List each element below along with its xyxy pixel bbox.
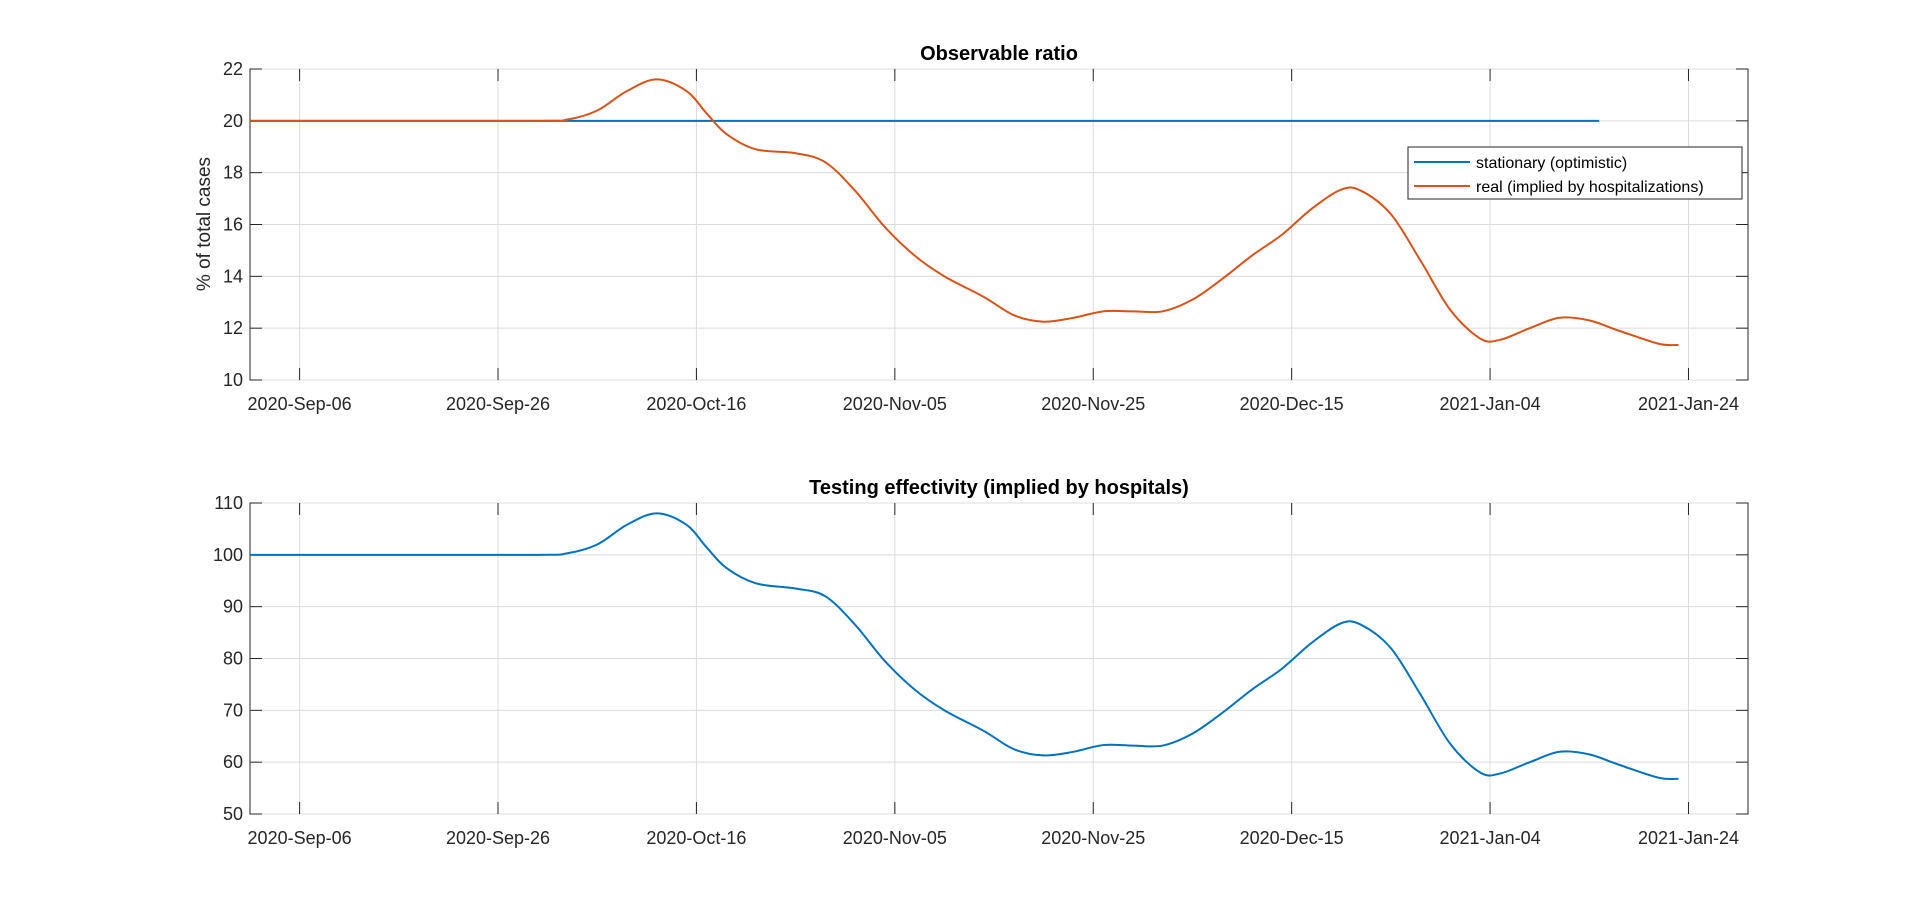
x-tick-label: 2020-Nov-05 bbox=[843, 394, 947, 414]
y-tick-label: 22 bbox=[223, 59, 243, 79]
legend: stationary (optimistic) real (implied by… bbox=[1407, 146, 1743, 200]
x-tick-label: 2020-Dec-15 bbox=[1240, 828, 1344, 848]
x-tick-label: 2020-Nov-25 bbox=[1041, 828, 1145, 848]
legend-box bbox=[1407, 146, 1743, 200]
y-axis-label: % of total cases bbox=[194, 157, 215, 291]
x-tick-label: 2021-Jan-24 bbox=[1638, 828, 1739, 848]
x-tick-label: 2020-Dec-15 bbox=[1240, 394, 1344, 414]
x-tick-label: 2021-Jan-04 bbox=[1440, 394, 1541, 414]
y-tick-label: 10 bbox=[223, 370, 243, 390]
series-lines bbox=[250, 78, 1679, 347]
y-tick-label: 20 bbox=[223, 111, 243, 131]
x-tick-label: 2020-Nov-05 bbox=[843, 828, 947, 848]
y-tick-label: 12 bbox=[223, 318, 243, 338]
y-tick-label: 14 bbox=[223, 266, 243, 286]
x-tick-label: 2020-Sep-06 bbox=[248, 394, 352, 414]
y-tick-label: 80 bbox=[223, 649, 243, 669]
y-tick-label: 90 bbox=[223, 597, 243, 617]
x-tick-label: 2020-Sep-26 bbox=[446, 394, 550, 414]
x-tick-label: 2020-Sep-26 bbox=[446, 828, 550, 848]
y-tick-label: 70 bbox=[223, 700, 243, 720]
y-tick-label: 110 bbox=[214, 493, 243, 513]
series-line-1 bbox=[250, 78, 1679, 347]
x-tick-label: 2020-Oct-16 bbox=[646, 394, 746, 414]
x-tick-label: 2021-Jan-24 bbox=[1638, 394, 1739, 414]
chart-testing-effectivity: 2020-Sep-06 2020-Sep-26 2020-Oct-16 2020-No… bbox=[213, 477, 1749, 848]
axis-ticks: 2020-Sep-06 2020-Sep-26 2020-Oct-16 2020-No… bbox=[213, 493, 1748, 848]
legend-label-stationary: stationary (optimistic) bbox=[1476, 155, 1627, 172]
legend-label-real: real (implied by hospitalizations) bbox=[1476, 179, 1704, 196]
series-line-0 bbox=[250, 512, 1679, 781]
axis-ticks: 2020-Sep-06 2020-Sep-26 2020-Oct-16 2020-No… bbox=[223, 59, 1748, 414]
x-tick-label: 2021-Jan-04 bbox=[1440, 828, 1541, 848]
y-tick-label: 60 bbox=[223, 752, 243, 772]
y-tick-label: 16 bbox=[223, 215, 243, 235]
series-lines bbox=[250, 512, 1679, 781]
x-tick-label: 2020-Oct-16 bbox=[646, 828, 746, 848]
x-tick-label: 2020-Nov-25 bbox=[1041, 394, 1145, 414]
chart-observable-ratio: 2020-Sep-06 2020-Sep-26 2020-Oct-16 2020-No… bbox=[194, 43, 1749, 414]
chart-title: Testing effectivity (implied by hospital… bbox=[809, 477, 1189, 499]
y-tick-label: 100 bbox=[213, 545, 243, 565]
y-tick-label: 18 bbox=[223, 163, 243, 183]
x-tick-label: 2020-Sep-06 bbox=[248, 828, 352, 848]
chart-title: Observable ratio bbox=[920, 43, 1078, 65]
y-tick-label: 50 bbox=[223, 804, 243, 824]
